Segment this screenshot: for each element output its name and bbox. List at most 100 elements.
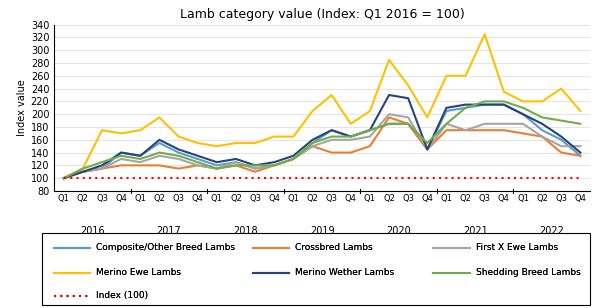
Merino Wether Lambs — [424, 148, 431, 151]
Line: Composite/Other Breed Lambs: Composite/Other Breed Lambs — [64, 105, 580, 178]
Merino Wether Lambs — [137, 154, 144, 158]
Composite/Other Breed Lambs — [328, 128, 335, 132]
Index (100) — [232, 176, 240, 180]
Crossbred Lambs — [290, 157, 297, 161]
Text: 2018: 2018 — [233, 226, 258, 236]
Merino Ewe Lambs — [309, 109, 316, 113]
Index (100) — [405, 176, 412, 180]
Crossbred Lambs — [137, 164, 144, 167]
First X Ewe Lambs — [347, 138, 355, 142]
Composite/Other Breed Lambs — [117, 151, 125, 154]
Index (100) — [194, 176, 201, 180]
Shedding Breed Lambs — [405, 122, 412, 126]
Crossbred Lambs — [194, 164, 201, 167]
Merino Wether Lambs — [309, 138, 316, 142]
Text: 2017: 2017 — [157, 226, 181, 236]
Text: First X Ewe Lambs: First X Ewe Lambs — [476, 243, 557, 253]
Index (100) — [156, 176, 163, 180]
Merino Wether Lambs — [194, 154, 201, 158]
Composite/Other Breed Lambs — [79, 170, 87, 174]
Composite/Other Breed Lambs — [309, 141, 316, 145]
Composite/Other Breed Lambs — [424, 148, 431, 151]
Line: Merino Wether Lambs: Merino Wether Lambs — [64, 95, 580, 178]
Shedding Breed Lambs — [117, 154, 125, 158]
Shedding Breed Lambs — [520, 106, 527, 110]
Crossbred Lambs — [366, 144, 373, 148]
Shedding Breed Lambs — [79, 167, 87, 170]
Merino Ewe Lambs — [443, 74, 450, 78]
First X Ewe Lambs — [60, 176, 67, 180]
Index (100) — [117, 176, 125, 180]
Composite/Other Breed Lambs — [520, 112, 527, 116]
Merino Ewe Lambs — [79, 167, 87, 170]
Text: Crossbred Lambs: Crossbred Lambs — [295, 243, 373, 253]
Index (100) — [424, 176, 431, 180]
Shedding Breed Lambs — [385, 122, 393, 126]
First X Ewe Lambs — [213, 167, 220, 170]
Crossbred Lambs — [271, 164, 278, 167]
Composite/Other Breed Lambs — [462, 106, 469, 110]
Composite/Other Breed Lambs — [481, 103, 488, 107]
First X Ewe Lambs — [309, 144, 316, 148]
Merino Ewe Lambs — [232, 141, 240, 145]
First X Ewe Lambs — [366, 135, 373, 138]
Composite/Other Breed Lambs — [557, 138, 565, 142]
Shedding Breed Lambs — [98, 160, 105, 164]
Index (100) — [309, 176, 316, 180]
Text: 2019: 2019 — [310, 226, 334, 236]
First X Ewe Lambs — [424, 148, 431, 151]
Crossbred Lambs — [175, 167, 182, 170]
Crossbred Lambs — [328, 151, 335, 154]
Text: Crossbred Lambs: Crossbred Lambs — [295, 243, 373, 253]
Composite/Other Breed Lambs — [175, 151, 182, 154]
Shedding Breed Lambs — [175, 154, 182, 158]
Index (100) — [290, 176, 297, 180]
Shedding Breed Lambs — [366, 128, 373, 132]
Shedding Breed Lambs — [481, 99, 488, 103]
Shedding Breed Lambs — [213, 167, 220, 170]
Composite/Other Breed Lambs — [271, 164, 278, 167]
Merino Wether Lambs — [213, 160, 220, 164]
Shedding Breed Lambs — [232, 164, 240, 167]
Merino Ewe Lambs — [137, 128, 144, 132]
First X Ewe Lambs — [117, 157, 125, 161]
Index (100) — [557, 176, 565, 180]
Crossbred Lambs — [385, 116, 393, 119]
First X Ewe Lambs — [405, 116, 412, 119]
Crossbred Lambs — [462, 128, 469, 132]
Line: Crossbred Lambs: Crossbred Lambs — [64, 117, 580, 178]
Index (100) — [328, 176, 335, 180]
Merino Wether Lambs — [500, 103, 507, 107]
Composite/Other Breed Lambs — [60, 176, 67, 180]
Merino Wether Lambs — [520, 112, 527, 116]
Merino Ewe Lambs — [385, 58, 393, 62]
First X Ewe Lambs — [577, 144, 584, 148]
Crossbred Lambs — [520, 132, 527, 135]
Merino Wether Lambs — [175, 148, 182, 151]
Merino Ewe Lambs — [577, 109, 584, 113]
Merino Ewe Lambs — [462, 74, 469, 78]
Index (100) — [60, 176, 67, 180]
First X Ewe Lambs — [385, 112, 393, 116]
Shedding Breed Lambs — [194, 160, 201, 164]
Crossbred Lambs — [539, 135, 546, 138]
Shedding Breed Lambs — [557, 119, 565, 123]
Merino Ewe Lambs — [328, 93, 335, 97]
First X Ewe Lambs — [500, 122, 507, 126]
Shedding Breed Lambs — [309, 141, 316, 145]
Shedding Breed Lambs — [271, 164, 278, 167]
Text: Composite/Other Breed Lambs: Composite/Other Breed Lambs — [96, 243, 235, 253]
Merino Wether Lambs — [481, 103, 488, 107]
First X Ewe Lambs — [79, 170, 87, 174]
Shedding Breed Lambs — [500, 99, 507, 103]
Crossbred Lambs — [232, 164, 240, 167]
First X Ewe Lambs — [481, 122, 488, 126]
Merino Ewe Lambs — [405, 83, 412, 87]
Shedding Breed Lambs — [328, 135, 335, 138]
Crossbred Lambs — [347, 151, 355, 154]
Crossbred Lambs — [557, 151, 565, 154]
Merino Wether Lambs — [462, 103, 469, 107]
Text: Merino Ewe Lambs: Merino Ewe Lambs — [96, 268, 181, 277]
Merino Wether Lambs — [117, 151, 125, 154]
Merino Wether Lambs — [79, 170, 87, 174]
